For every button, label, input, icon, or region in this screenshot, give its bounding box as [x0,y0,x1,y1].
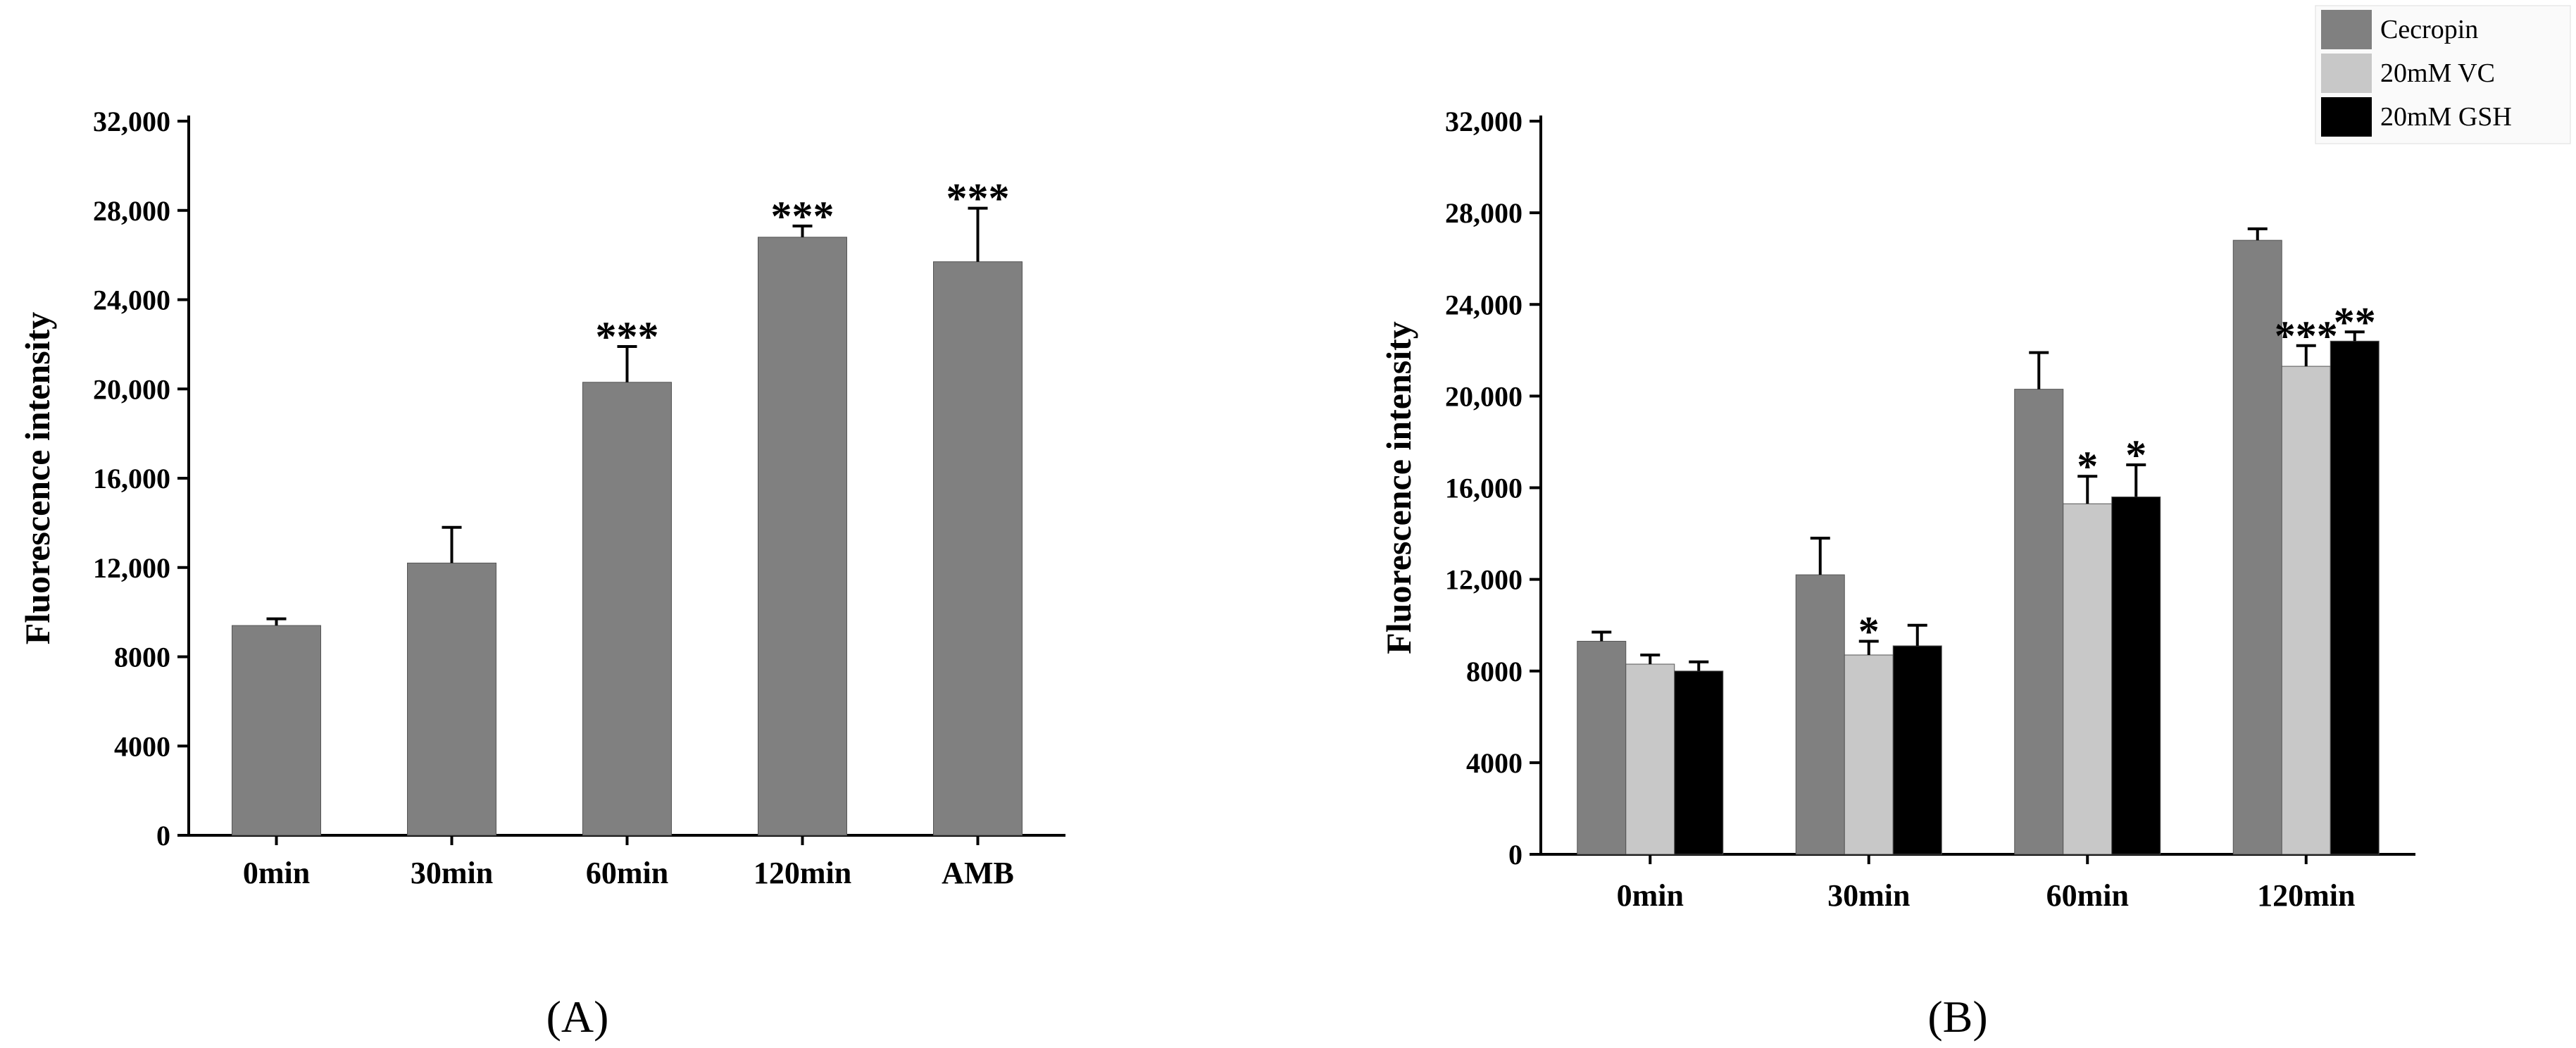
panel-b-legend-label: Cecropin [2380,15,2478,44]
panel-b-bar [1577,640,1627,855]
panel-b-bar [1795,574,1845,855]
panel-b-category-label: 120min [2257,878,2355,913]
panel-b-legend-label: 20mM GSH [2380,102,2512,132]
panel-b-bar [2330,340,2380,855]
panel-b-y-tick-label: 24,000 [1445,289,1523,320]
panel-b-bar [2232,239,2282,855]
panel-a-y-tick-label: 0 [156,820,170,852]
panel-a-category-label: 120min [754,856,851,890]
panel-b-y-tick-label: 8000 [1466,656,1523,687]
panel-b-chart: 0 4000 8000 12,000 16,000 20,000 24,000 28,000 3… [1379,5,2571,1042]
panel-a-y-tick-label: 28,000 [93,195,170,227]
panel-a-y-axis-title: Fluorescence intensity [18,312,57,645]
panel-b-significance-marker: * [1858,608,1880,654]
panel-b-significance-marker: ** [2334,299,2376,345]
panel-b-bar [2111,497,2161,855]
panel-b-bar [2014,389,2064,855]
panel-b-legend-swatch [2321,54,2372,93]
panel-a-chart: 0 4000 8000 12,000 16,000 20,000 24,000 28,000 3… [18,106,1065,1042]
panel-b-category-label: 30min [1827,878,1910,913]
panel-b-y-tick-label: 16,000 [1445,473,1523,504]
panel-b-legend-swatch [2321,97,2372,137]
panel-b-label: (B) [1927,992,1987,1042]
panel-b-y-axis-title: Fluorescence intensity [1379,321,1418,654]
panel-b-y-tick-label: 32,000 [1445,106,1523,137]
panel-a-y-tick-label: 8000 [114,642,170,673]
panel-b-y-tick-label: 12,000 [1445,564,1523,596]
panel-b-legend-label: 20mM VC [2380,58,2495,88]
panel-a-category-label: AMB [942,856,1014,890]
panel-a-y-tick-label: 20,000 [93,373,170,405]
panel-a-label: (A) [546,992,609,1042]
panel-b-y-tick-label: 20,000 [1445,380,1523,412]
panel-a-y-tick-label: 16,000 [93,463,170,494]
panel-b-category-label: 0min [1617,878,1684,913]
panel-b-bar [1625,663,1675,855]
panel-b-bar [1844,654,1894,855]
panel-a-bar [232,625,321,836]
panel-a-y-tick-label: 4000 [114,730,170,762]
panel-b-bar [2281,366,2331,855]
panel-b-legend-swatch [2321,10,2372,49]
panel-b-y-tick-label: 28,000 [1445,197,1523,229]
panel-a-bar [758,237,847,836]
panel-b-category-label: 60min [2046,878,2129,913]
panel-b-bar [2063,503,2113,855]
panel-b-significance-marker: *** [2275,313,2338,359]
panel-b-significance-marker: * [2125,432,2146,478]
panel-a-category-label: 60min [586,856,668,890]
panel-a-category-label: 0min [243,856,310,890]
panel-a-y-tick-label: 24,000 [93,285,170,316]
panel-a-significance-marker: *** [771,193,834,239]
panel-a-category-label: 30min [411,856,493,890]
panel-a-bar [582,382,672,836]
panel-a-bar [933,261,1023,836]
panel-a-y-tick-label: 12,000 [93,552,170,584]
panel-b-bar [1674,670,1724,855]
panel-b-bar [1892,645,1942,855]
panel-a-significance-marker: *** [596,313,659,360]
panel-b-y-tick-label: 0 [1508,839,1523,871]
panel-a-significance-marker: *** [946,175,1010,222]
panel-a-y-tick-label: 32,000 [93,106,170,137]
panel-b-y-tick-label: 4000 [1466,747,1523,779]
panel-b-significance-marker: * [2077,443,2098,489]
panel-a-bar [407,562,496,836]
